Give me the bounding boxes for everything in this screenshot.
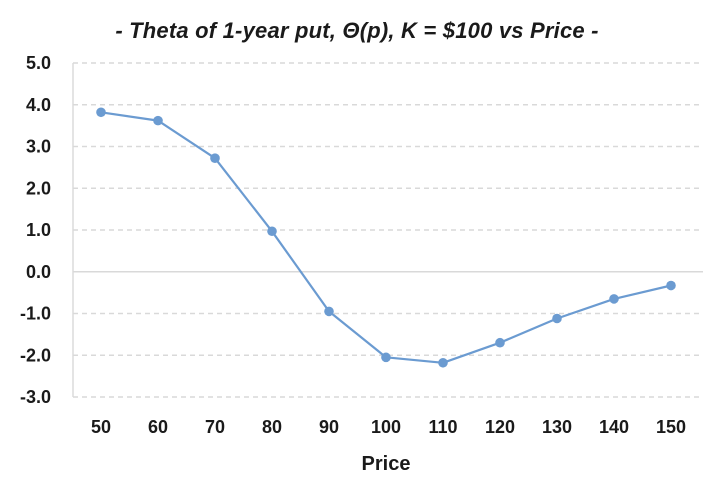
chart-title: - Theta of 1-year put, Θ(p), K = $100 vs… [115,18,599,43]
gridlines [73,62,703,398]
data-point [381,352,391,363]
data-point [552,313,562,324]
x-tick-label: 110 [428,417,457,437]
x-tick-label: 90 [319,417,339,437]
data-point [495,337,505,348]
y-tick-label: 0.0 [26,262,51,282]
x-axis-title: Price [362,453,411,475]
x-tick-labels: 50 60 70 80 90 100 110 120 130 140 150 [91,417,686,437]
x-tick-label: 50 [91,417,111,437]
series-theta [96,107,676,368]
data-point [153,115,163,126]
x-tick-label: 130 [542,417,572,437]
y-tick-label: -2.0 [20,345,51,365]
y-tick-labels: 5.0 4.0 3.0 2.0 1.0 0.0 -1.0 -2.0 -3.0 [20,53,51,407]
y-tick-label: -3.0 [20,387,51,407]
x-tick-label: 100 [371,417,401,437]
data-point [96,107,106,118]
x-tick-label: 140 [599,417,629,437]
series-line [100,111,672,364]
y-tick-label: 3.0 [26,137,51,157]
x-tick-label: 80 [262,417,282,437]
x-tick-label: 60 [148,417,168,437]
y-tick-label: 4.0 [26,95,51,115]
data-point [666,280,676,291]
data-point [324,306,334,317]
data-point [609,294,619,304]
data-point [267,226,277,237]
x-tick-label: 150 [656,417,686,437]
x-tick-label: 120 [485,417,515,437]
x-tick-label: 70 [205,417,225,437]
y-tick-label: 5.0 [26,53,51,73]
data-point [210,153,220,163]
y-tick-label: 1.0 [26,220,51,240]
data-point [438,357,448,368]
y-tick-label: 2.0 [26,178,51,198]
y-tick-label: -1.0 [20,304,51,324]
